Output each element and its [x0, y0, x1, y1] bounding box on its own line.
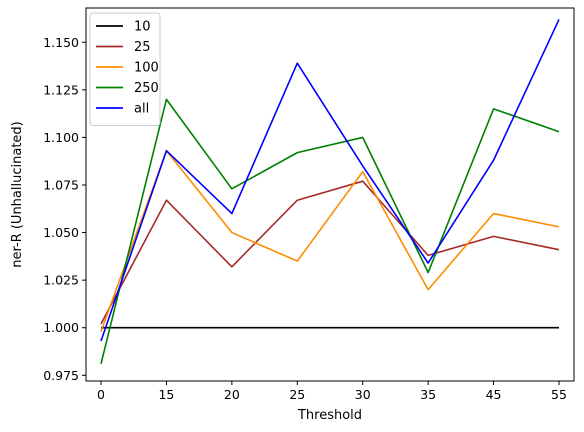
- x-axis-title: Threshold: [297, 408, 362, 423]
- y-tick-label: 1.075: [43, 177, 79, 192]
- legend: 10 25 100 250 all: [89, 12, 161, 126]
- y-tick-label: 1.025: [43, 273, 79, 288]
- y-tick-label: 1.000: [43, 320, 79, 335]
- y-tick-label: 0.975: [43, 368, 79, 383]
- x-tick-label: 15: [158, 387, 174, 402]
- legend-box: [89, 12, 161, 126]
- y-tick-label: 1.150: [43, 35, 79, 50]
- y-axis: 0.975 1.000 1.025 1.050 1.075 1.100 1.125 1.150: [43, 35, 86, 383]
- plot-lines: [100, 19, 560, 365]
- x-tick-label: 45: [486, 387, 502, 402]
- y-tick-label: 1.125: [43, 82, 79, 97]
- x-tick-label: 30: [355, 387, 371, 402]
- x-tick-label: 55: [551, 387, 567, 402]
- y-tick-label: 1.050: [43, 225, 79, 240]
- x-axis: 0 15 20 25 30 35 45 55: [97, 381, 567, 402]
- series-line-250: [100, 98, 560, 365]
- legend-label: 10: [134, 20, 151, 35]
- y-axis-title: ner-R (Unhallucinated): [10, 121, 25, 268]
- legend-label: 250: [134, 81, 159, 96]
- x-tick-label: 25: [289, 387, 305, 402]
- legend-label: 100: [134, 61, 159, 76]
- series-line-100: [100, 149, 560, 332]
- y-tick-label: 1.100: [43, 130, 79, 145]
- x-tick-label: 0: [97, 387, 105, 402]
- x-tick-label: 35: [420, 387, 436, 402]
- legend-label: 25: [134, 40, 151, 55]
- legend-label: all: [134, 102, 149, 117]
- x-tick-label: 20: [224, 387, 240, 402]
- plot-frame: [85, 7, 575, 382]
- series-line-all: [100, 19, 560, 342]
- series-line-25: [100, 180, 560, 325]
